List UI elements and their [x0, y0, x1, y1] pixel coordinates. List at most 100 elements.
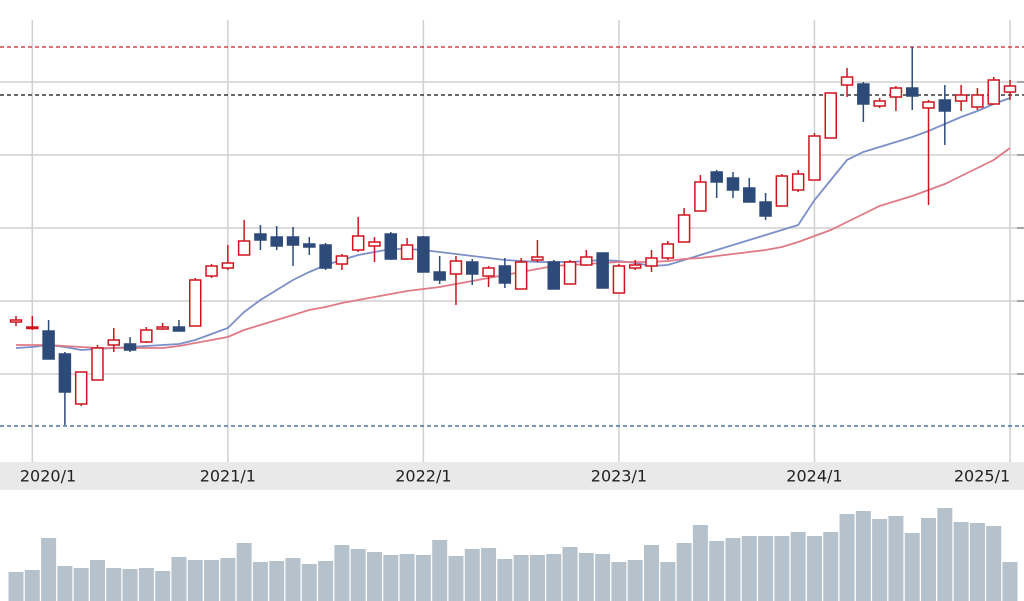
candle-body [531, 256, 544, 261]
candle-body [254, 233, 267, 241]
candle-body [905, 87, 919, 97]
x-tick-label: 2023/1 [591, 467, 647, 486]
volume-bar [138, 568, 154, 601]
volume-bar [986, 526, 1002, 601]
candle-body [954, 94, 968, 102]
volume-bar [481, 548, 497, 601]
candle-body [922, 101, 935, 109]
volume-bar [171, 557, 187, 601]
x-tick-label: 2021/1 [200, 467, 256, 486]
date-band [0, 462, 1024, 490]
volume-bar [383, 555, 399, 601]
volume-bar [937, 508, 953, 601]
volume-bar [806, 536, 822, 601]
candle-body [433, 271, 446, 281]
x-tick-label: 2024/1 [786, 467, 842, 486]
volume-bar [155, 571, 171, 601]
volume-bar [644, 545, 660, 601]
candle-body [9, 319, 23, 323]
volume-bar [448, 556, 464, 601]
volume-bar [399, 554, 415, 601]
volume-bar [758, 536, 774, 601]
candle-body [42, 330, 55, 360]
volume-bar [204, 560, 220, 601]
volume-bar [1002, 562, 1018, 601]
candle-body [384, 233, 398, 260]
volume-bar [269, 561, 285, 601]
volume-bar [236, 543, 252, 601]
moving-average [15, 97, 1011, 351]
candle-body [351, 235, 365, 251]
x-tick-label: 2022/1 [395, 467, 451, 486]
candle-body [743, 187, 756, 203]
volume-bar [562, 547, 578, 601]
candle-body [987, 79, 1000, 105]
candle-body [482, 267, 495, 277]
candle-body [221, 262, 235, 269]
candle-body [938, 99, 952, 112]
volume-bar [366, 552, 382, 601]
candle-body [612, 265, 626, 294]
volume-bar [318, 561, 334, 601]
volume-bar [774, 536, 790, 601]
volume-bar [872, 519, 888, 601]
candle-body [58, 353, 72, 393]
candle-body [26, 326, 39, 330]
candle-body [824, 92, 838, 139]
volume-bar [627, 560, 643, 601]
candle-body [840, 76, 854, 86]
volume-bar [122, 569, 138, 601]
candle-body [547, 261, 560, 290]
candle-body [91, 347, 104, 381]
candle-body [580, 256, 593, 266]
candle-body [237, 240, 251, 256]
candle-body [498, 265, 512, 284]
candle-body [449, 260, 463, 275]
volume-bar [220, 558, 236, 601]
candle-body [270, 236, 283, 247]
candle-body [628, 264, 642, 269]
volume-bar [89, 560, 105, 601]
candle-body [563, 261, 577, 285]
candle-body [1003, 85, 1017, 93]
volume-bar [8, 572, 24, 601]
volume-bar [709, 541, 725, 601]
volume-bar [187, 560, 203, 601]
candle-body [759, 201, 772, 217]
candle-body [661, 243, 675, 259]
candle-body [417, 236, 430, 273]
volume-bar [839, 514, 855, 601]
volume-bar [24, 570, 40, 601]
volume-bar [904, 533, 920, 601]
candle-body [368, 241, 381, 247]
candle-body [694, 181, 707, 212]
volume-bar [57, 566, 73, 601]
candle-body [596, 252, 609, 289]
volume-bar [285, 558, 301, 601]
volume-bar [969, 523, 985, 601]
candle-body [286, 236, 300, 246]
volume-bar [823, 532, 839, 601]
volume-bar [790, 532, 806, 601]
candle-body [889, 87, 903, 98]
candle-body [710, 171, 723, 183]
x-tick-label: 2025/1 [954, 467, 1010, 486]
volume-bar [73, 568, 89, 601]
volume-bar [529, 555, 545, 601]
candle-body [74, 371, 88, 405]
volume-bar [595, 554, 611, 601]
volume-bar [334, 545, 350, 601]
volume-bar [741, 536, 757, 601]
candle-body [335, 255, 349, 265]
volume-bar [432, 540, 448, 601]
candle-body [400, 244, 414, 260]
volume-bar [953, 522, 969, 601]
candle-body [156, 326, 169, 330]
volume-bar [301, 564, 317, 601]
volume-bar [464, 549, 480, 601]
candle-body [791, 173, 805, 191]
volume-bar [660, 562, 676, 601]
candle-body [775, 175, 789, 207]
candle-body [971, 94, 984, 108]
